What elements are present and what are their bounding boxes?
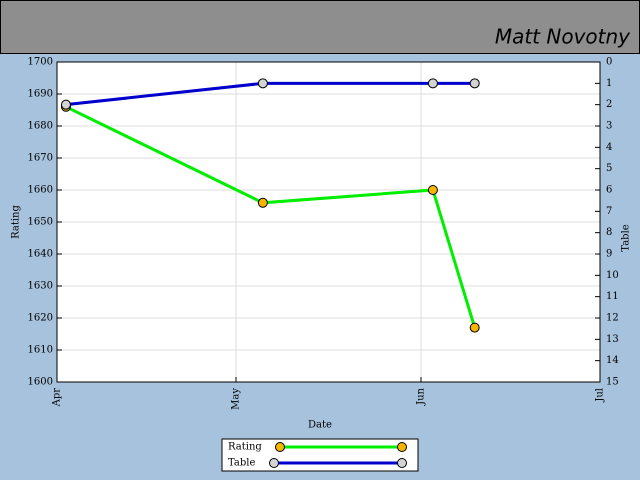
legend-marker bbox=[275, 442, 285, 452]
y-tick-label: 1610 bbox=[28, 345, 53, 356]
y2-tick-label: 3 bbox=[606, 121, 612, 132]
y-tick-label: 1680 bbox=[28, 121, 53, 132]
y2-tick-label: 1 bbox=[606, 78, 612, 89]
x-tick-label: Jun bbox=[415, 387, 426, 405]
plot-frame bbox=[56, 61, 601, 383]
y-tick-label: 1660 bbox=[28, 185, 53, 196]
y-tick-label: 1690 bbox=[28, 89, 53, 100]
legend-marker bbox=[269, 458, 279, 468]
y2-tick-label: 13 bbox=[606, 334, 619, 345]
data-point bbox=[427, 185, 438, 195]
y-tick-label: 1670 bbox=[28, 153, 53, 164]
data-point bbox=[257, 197, 268, 208]
data-point bbox=[469, 78, 480, 89]
series-line bbox=[65, 81, 475, 107]
y-tick-label: 1700 bbox=[28, 57, 53, 68]
y2-tick-label: 4 bbox=[606, 142, 612, 153]
series-line bbox=[65, 105, 477, 329]
y2-tick-label: 14 bbox=[606, 355, 619, 366]
x-axis-label: Date bbox=[308, 420, 332, 431]
y2-axis-label: Table bbox=[621, 224, 632, 251]
y2-tick-label: 10 bbox=[606, 270, 619, 281]
y2-tick-label: 15 bbox=[606, 377, 619, 388]
y2-tick-label: 2 bbox=[606, 99, 612, 110]
data-point bbox=[427, 78, 438, 89]
x-tick-label: May bbox=[231, 388, 242, 410]
x-tick-label: Jul bbox=[595, 388, 606, 403]
legend-label: Table bbox=[228, 458, 255, 469]
y-axis-label: Rating bbox=[11, 205, 22, 239]
header-bar bbox=[0, 0, 640, 54]
y2-tick-label: 12 bbox=[606, 313, 619, 324]
user-name: Matt Novotny bbox=[495, 25, 631, 49]
y2-tick-label: 11 bbox=[606, 291, 619, 302]
legend-label: Rating bbox=[228, 442, 262, 453]
y-tick-label: 1630 bbox=[28, 281, 53, 292]
legend-box bbox=[221, 438, 419, 472]
y2-tick-label: 8 bbox=[606, 227, 612, 238]
y2-tick-label: 6 bbox=[606, 185, 612, 196]
legend-marker bbox=[397, 458, 407, 468]
data-point bbox=[60, 99, 71, 110]
y-tick-label: 1620 bbox=[28, 313, 53, 324]
y2-tick-label: 9 bbox=[606, 249, 612, 260]
legend-marker bbox=[397, 442, 407, 452]
y-tick-label: 1640 bbox=[28, 249, 53, 260]
y2-tick-label: 0 bbox=[606, 57, 612, 68]
y2-tick-label: 7 bbox=[606, 206, 612, 217]
y2-tick-label: 5 bbox=[606, 163, 612, 174]
data-point bbox=[469, 322, 480, 333]
y-tick-label: 1650 bbox=[28, 217, 53, 228]
y-tick-label: 1600 bbox=[28, 377, 53, 388]
data-point bbox=[257, 78, 268, 89]
x-tick-label: Apr bbox=[52, 388, 63, 408]
